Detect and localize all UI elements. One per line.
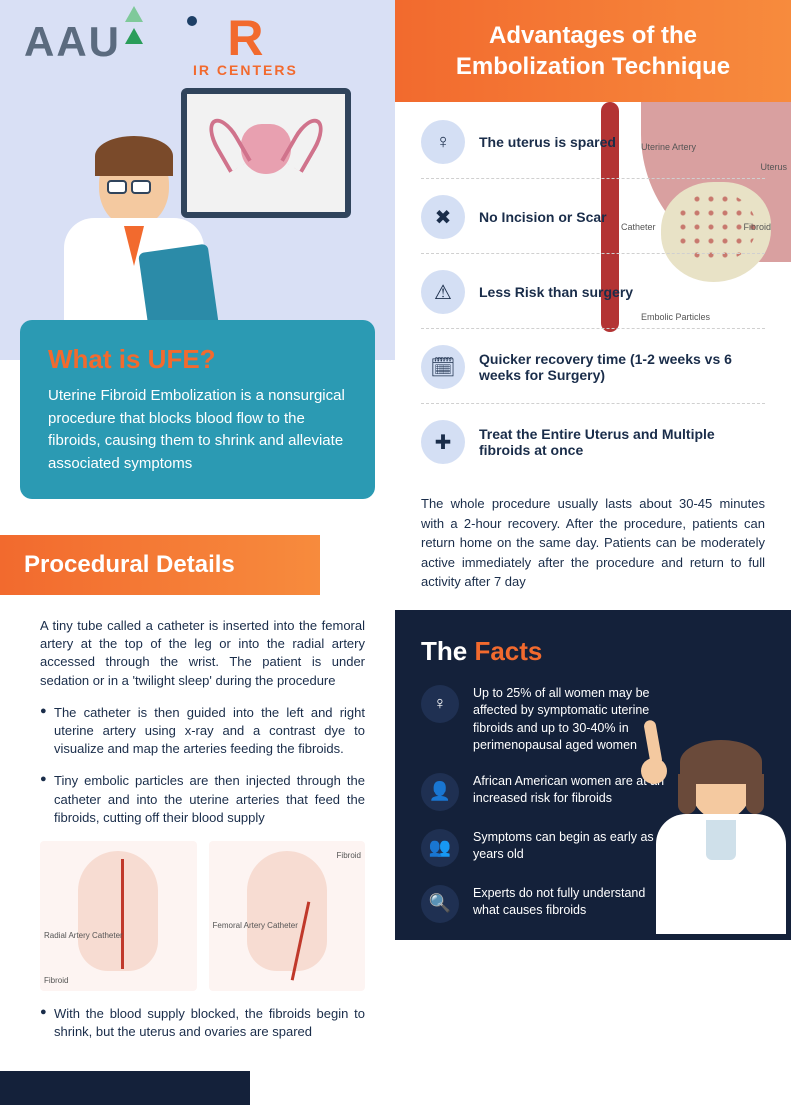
advantage-item-1: ♀ The uterus is spared [421,120,765,179]
no-scar-icon: ✖ [421,195,465,239]
age-fact-icon: 👥 [421,829,459,867]
advantage-item-3: ⚠ Less Risk than surgery [421,270,765,329]
ufe-title: What is UFE? [48,344,347,375]
anatomy-radial-icon: Radial Artery Catheter Fibroid [40,841,197,991]
advantage-label-1: The uterus is spared [479,134,616,151]
facts-title: The Facts [421,636,765,667]
uterus-diagram-icon [226,124,306,184]
logo-aau-text: AAU [24,18,121,66]
person-fact-icon: 👤 [421,773,459,811]
left-column: AAU R IR CENTERS [0,0,395,1105]
page: AAU R IR CENTERS [0,0,791,1105]
advantages-title-bar: Advantages of the Embolization Technique [395,0,791,102]
low-risk-icon: ⚠ [421,270,465,314]
right-column: Advantages of the Embolization Technique… [395,0,791,940]
advantage-item-5: ✚ Treat the Entire Uterus and Multiple f… [421,420,765,478]
advantage-label-3: Less Risk than surgery [479,284,633,301]
advantage-label-2: No Incision or Scar [479,209,607,226]
advantage-item-4: 🗓 Quicker recovery time (1-2 weeks vs 6 … [421,345,765,404]
procedural-bullet-2: Tiny embolic particles are then injected… [40,772,365,827]
uterus-icon: ♀ [421,120,465,164]
anatomy-diagrams: Radial Artery Catheter Fibroid Fibroid F… [40,841,365,991]
anatomy-femoral-icon: Fibroid Femoral Artery Catheter [209,841,366,991]
calendar-icon: 🗓 [421,345,465,389]
advantage-item-2: ✖ No Incision or Scar [421,195,765,254]
header-panel: AAU R IR CENTERS [0,0,395,360]
logo-r-letter: R [193,18,298,58]
procedural-intro: A tiny tube called a catheter is inserte… [40,617,365,690]
advantage-label-5: Treat the Entire Uterus and Multiple fib… [479,426,765,460]
facts-panel: The Facts ♀ Up to 25% of all women may b… [395,610,791,940]
procedural-title-bar: Procedural Details [0,535,320,595]
logo-row: AAU R IR CENTERS [24,18,371,78]
procedural-bullet-1: The catheter is then guided into the lef… [40,704,365,759]
facts-title-b: Facts [474,636,542,666]
advantages-list: ♀ The uterus is spared ✖ No Incision or … [421,120,765,478]
search-fact-icon: 🔍 [421,885,459,923]
logo-aau: AAU [24,18,143,66]
doctor-illustration [24,88,371,328]
facts-title-a: The [421,636,474,666]
procedural-bullets: The catheter is then guided into the lef… [40,704,365,827]
procedural-body: A tiny tube called a catheter is inserte… [0,595,395,1065]
advantages-summary: The whole procedure usually lasts about … [421,494,765,592]
ufe-text: Uterine Fibroid Embolization is a nonsur… [48,385,347,475]
fact-text-1: Up to 25% of all women may be affected b… [473,685,673,755]
advantages-body: Uterine Artery Catheter Fibroid Uterus E… [395,102,791,610]
ufe-box: What is UFE? Uterine Fibroid Embolizatio… [20,320,375,499]
procedural-bullet-3: With the blood supply blocked, the fibro… [40,1005,365,1041]
procedural-final: With the blood supply blocked, the fibro… [40,1005,365,1041]
logo-ir: R IR CENTERS [193,18,298,78]
treat-all-icon: ✚ [421,420,465,464]
advantage-label-4: Quicker recovery time (1-2 weeks vs 6 we… [479,351,765,385]
female-doctor-icon [641,750,791,940]
arrow-up-icon [125,28,143,44]
uterus-fact-icon: ♀ [421,685,459,723]
bottom-stub [0,1071,250,1105]
